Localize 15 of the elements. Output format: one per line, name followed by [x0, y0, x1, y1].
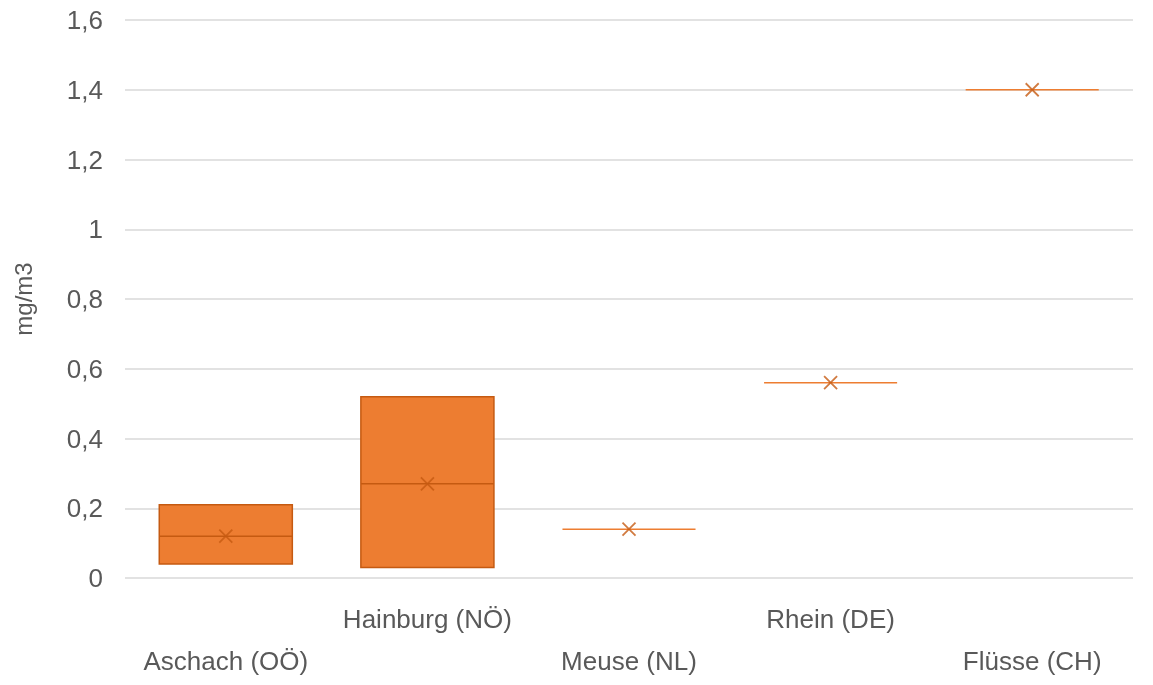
- y-tick-label: 0,6: [66, 353, 103, 384]
- x-tick-label: Aschach (OÖ): [143, 646, 309, 676]
- x-tick-label: Meuse (NL): [561, 646, 697, 676]
- y-tick-label: 1,4: [66, 74, 103, 105]
- x-tick-label: Rhein (DE): [766, 604, 895, 634]
- y-tick-label: 1,2: [66, 144, 103, 175]
- y-axis-title: mg/m3: [9, 262, 37, 336]
- y-tick-label: 1: [88, 214, 103, 245]
- x-tick-label: Flüsse (CH): [962, 646, 1102, 676]
- x-tick-label: Hainburg (NÖ): [342, 604, 512, 634]
- y-tick-label: 0,2: [66, 493, 103, 524]
- y-tick-label: 0,4: [66, 423, 103, 454]
- y-tick-label: 1,6: [66, 5, 103, 35]
- y-tick-label: 0,8: [66, 284, 103, 314]
- y-tick-label: 0: [88, 563, 103, 593]
